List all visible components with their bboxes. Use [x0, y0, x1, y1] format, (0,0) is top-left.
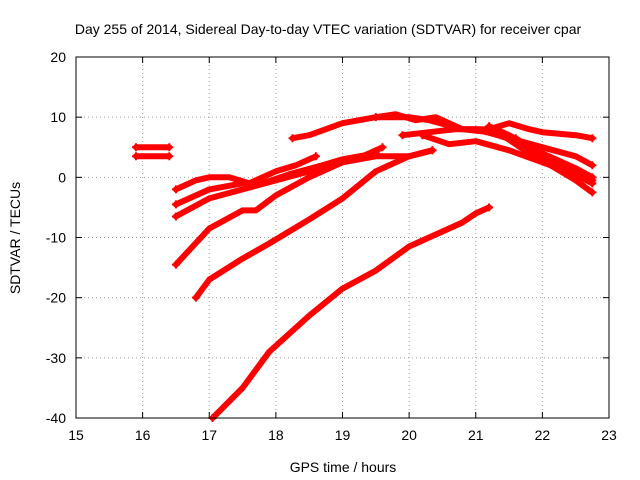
series-line-arc-g	[192, 147, 436, 301]
series-point-arc-c	[171, 185, 180, 194]
series-point-arc-b	[131, 152, 140, 161]
series-point-arc-l	[418, 131, 427, 140]
axes-layer: 15 16 17 18 19 20 21 22 23 -40 -30 -20 -10 0 10 20	[46, 49, 617, 443]
y-tick-label: 20	[50, 49, 66, 65]
series-point-arc-j	[588, 134, 597, 143]
y-tick-label: -30	[46, 350, 66, 366]
series-point-arc-b	[165, 152, 174, 161]
series-point-arc-g	[191, 293, 200, 302]
series-point-arc-o	[588, 179, 597, 188]
x-tick-label: 16	[135, 427, 151, 443]
series-point-arc-a	[131, 143, 140, 152]
x-tick-label: 15	[68, 427, 84, 443]
series-line-arc-c	[172, 153, 319, 193]
y-tick-label: 0	[58, 169, 66, 185]
series-point-arc-e	[378, 143, 387, 152]
series-line-arc-n	[499, 132, 596, 196]
series-line-arc-h	[209, 204, 493, 421]
series-point-arc-o	[511, 134, 520, 143]
x-tick-label: 22	[535, 427, 551, 443]
y-tick-label: -10	[46, 230, 66, 246]
chart-title: Day 255 of 2014, Sidereal Day-to-day VTE…	[75, 21, 582, 37]
x-tick-label: 19	[335, 427, 351, 443]
y-tick-label: -40	[46, 410, 66, 426]
series-point-arc-f	[171, 260, 180, 269]
series-line-arc-f	[172, 147, 436, 268]
y-tick-label: -20	[46, 290, 66, 306]
y-axis-label: SDTVAR / TECUs	[7, 182, 23, 294]
y-tick-label: 10	[50, 109, 66, 125]
series-point-arc-g	[428, 146, 437, 155]
x-tick-label: 21	[468, 427, 484, 443]
series-point-arc-n	[588, 188, 597, 197]
series-point-arc-a	[165, 143, 174, 152]
series-point-arc-h	[485, 203, 494, 212]
x-tick-label: 23	[601, 427, 617, 443]
x-tick-label: 18	[268, 427, 284, 443]
x-tick-label: 17	[201, 427, 217, 443]
series-point-arc-c	[311, 152, 320, 161]
series-point-arc-e	[171, 212, 180, 221]
x-axis-label: GPS time / hours	[290, 459, 397, 475]
series-point-arc-k	[588, 161, 597, 170]
series-point-arc-d	[171, 200, 180, 209]
x-tick-label: 20	[401, 427, 417, 443]
series-line-arc-k	[399, 126, 596, 169]
series-point-arc-i	[288, 134, 297, 143]
series-point-arc-j	[371, 113, 380, 122]
series-line-arc-o	[512, 135, 596, 187]
series-point-arc-n	[498, 131, 507, 140]
series-layer	[131, 111, 597, 422]
series-point-arc-m	[485, 122, 494, 131]
series-point-arc-k	[398, 131, 407, 140]
grid-layer	[76, 57, 609, 418]
